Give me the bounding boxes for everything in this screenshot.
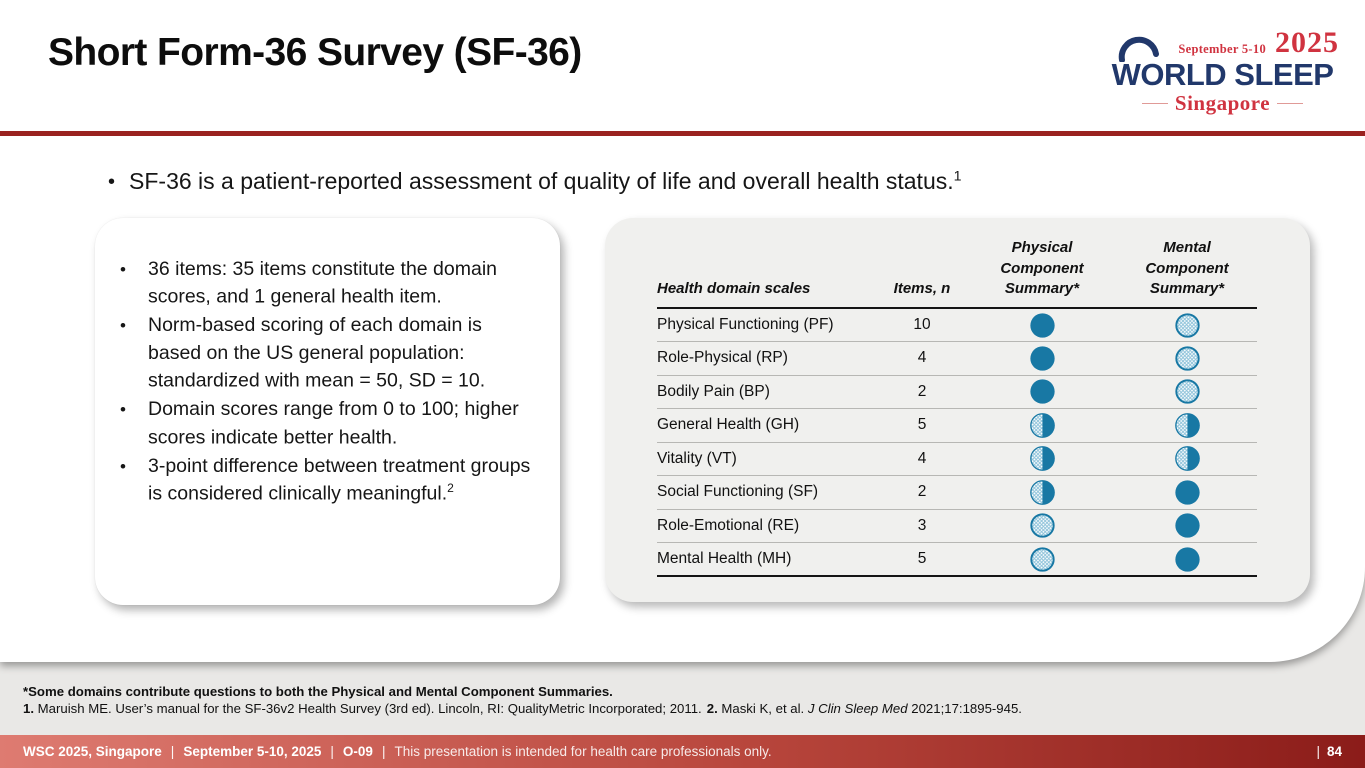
table-row: Role-Physical (RP) 4 xyxy=(657,341,1257,376)
page-title: Short Form-36 Survey (SF-36) xyxy=(48,31,582,74)
title-divider-line xyxy=(0,131,1365,136)
footer-separator: | xyxy=(170,744,175,759)
footer-disclaimer: This presentation is intended for health… xyxy=(394,744,772,759)
table-row: Physical Functioning (PF) 10 xyxy=(657,308,1257,343)
moon-arc-icon xyxy=(1118,36,1159,62)
ref2-journal: J Clin Sleep Med xyxy=(807,700,908,716)
physical-component-circle-icon xyxy=(967,545,1117,574)
header-mental: Mental Component Summary* xyxy=(1117,232,1257,310)
logo-name: WORLD SLEEP xyxy=(1111,57,1334,92)
physical-component-circle-icon xyxy=(967,511,1117,540)
ref2-label: 2. xyxy=(706,700,718,716)
key-point-item: Domain scores range from 0 to 100; highe… xyxy=(117,396,536,451)
table-row: Social Functioning (SF) 2 xyxy=(657,475,1257,510)
table-row: Vitality (VT) 4 xyxy=(657,442,1257,477)
ref2-post: 2021;17:1895-945. xyxy=(907,700,1022,716)
mental-component-circle-icon xyxy=(1117,377,1257,406)
mental-component-circle-icon xyxy=(1117,545,1257,574)
intro-text: SF-36 is a patient-reported assessment o… xyxy=(129,168,954,194)
table-row: Bodily Pain (BP) 2 xyxy=(657,375,1257,410)
header-items: Items, n xyxy=(877,232,967,310)
intro-superscript: 1 xyxy=(953,168,962,185)
physical-component-circle-icon xyxy=(967,344,1117,373)
physical-component-circle-icon xyxy=(967,377,1117,406)
page-number: 84 xyxy=(1326,744,1342,759)
health-domain-table: Health domain scales Items, n Physical C… xyxy=(657,232,1257,578)
slide-panel: Short Form-36 Survey (SF-36) September 5… xyxy=(0,0,1365,662)
logo-year: 2025 xyxy=(1275,26,1339,59)
footer-dates: September 5-10, 2025 xyxy=(183,744,322,759)
footnote-references: 1. Maruish ME. User’s manual for the SF-… xyxy=(23,701,1022,718)
mental-component-circle-icon xyxy=(1117,344,1257,373)
footer-event: WSC 2025, Singapore xyxy=(23,744,162,759)
table-row: Mental Health (MH) 5 xyxy=(657,542,1257,578)
footer-separator: | xyxy=(381,744,386,759)
key-point-item: 3-point difference between treatment gro… xyxy=(117,453,536,508)
ref2-pre: Maski K, et al. xyxy=(717,700,808,716)
table-header-row: Health domain scales Items, n Physical C… xyxy=(657,232,1257,310)
footer-bar: WSC 2025, Singapore | September 5-10, 20… xyxy=(0,735,1365,768)
logo-top-row: September 5-10 2025 xyxy=(1100,28,1345,58)
physical-component-circle-icon xyxy=(967,478,1117,507)
key-points-card: 36 items: 35 items constitute the domain… xyxy=(95,218,560,605)
ref1-label: 1. xyxy=(23,700,34,716)
physical-component-circle-icon xyxy=(967,311,1117,340)
mental-component-circle-icon xyxy=(1117,444,1257,473)
footer-separator: | xyxy=(330,744,334,759)
logo-rule-left xyxy=(1141,103,1168,104)
footer-page: | 84 xyxy=(1316,744,1342,759)
key-point-item: 36 items: 35 items constitute the domain… xyxy=(117,256,536,311)
key-points-list: 36 items: 35 items constitute the domain… xyxy=(117,256,536,508)
footnotes: *Some domains contribute questions to bo… xyxy=(23,684,1022,718)
ref1-text: Maruish ME. User’s manual for the SF-36v… xyxy=(34,700,702,716)
physical-component-circle-icon xyxy=(967,444,1117,473)
footnote-asterisk: *Some domains contribute questions to bo… xyxy=(23,684,613,699)
logo-dates: September 5-10 xyxy=(1178,41,1266,56)
logo-city-row: Singapore xyxy=(1100,93,1345,114)
key-point-item: Norm-based scoring of each domain is bas… xyxy=(117,312,536,395)
mental-component-circle-icon xyxy=(1117,411,1257,440)
bullet-marker: • xyxy=(108,171,116,193)
intro-bullet: • SF-36 is a patient-reported assessment … xyxy=(108,168,962,195)
table-row: General Health (GH) 5 xyxy=(657,408,1257,443)
header-physical: Physical Component Summary* xyxy=(967,232,1117,310)
mental-component-circle-icon xyxy=(1117,478,1257,507)
physical-component-circle-icon xyxy=(967,411,1117,440)
mental-component-circle-icon xyxy=(1117,311,1257,340)
logo-city: Singapore xyxy=(1174,91,1271,115)
domain-table-card: Health domain scales Items, n Physical C… xyxy=(605,218,1310,602)
footer-session-code: O-09 xyxy=(342,744,373,759)
header-scale: Health domain scales xyxy=(657,232,877,310)
footer-separator: | xyxy=(1316,744,1320,759)
table-row: Role-Emotional (RE) 3 xyxy=(657,509,1257,544)
logo-rule-right xyxy=(1277,103,1304,104)
world-sleep-logo: September 5-10 2025 WORLD SLEEP Singapor… xyxy=(1100,28,1345,114)
mental-component-circle-icon xyxy=(1117,511,1257,540)
